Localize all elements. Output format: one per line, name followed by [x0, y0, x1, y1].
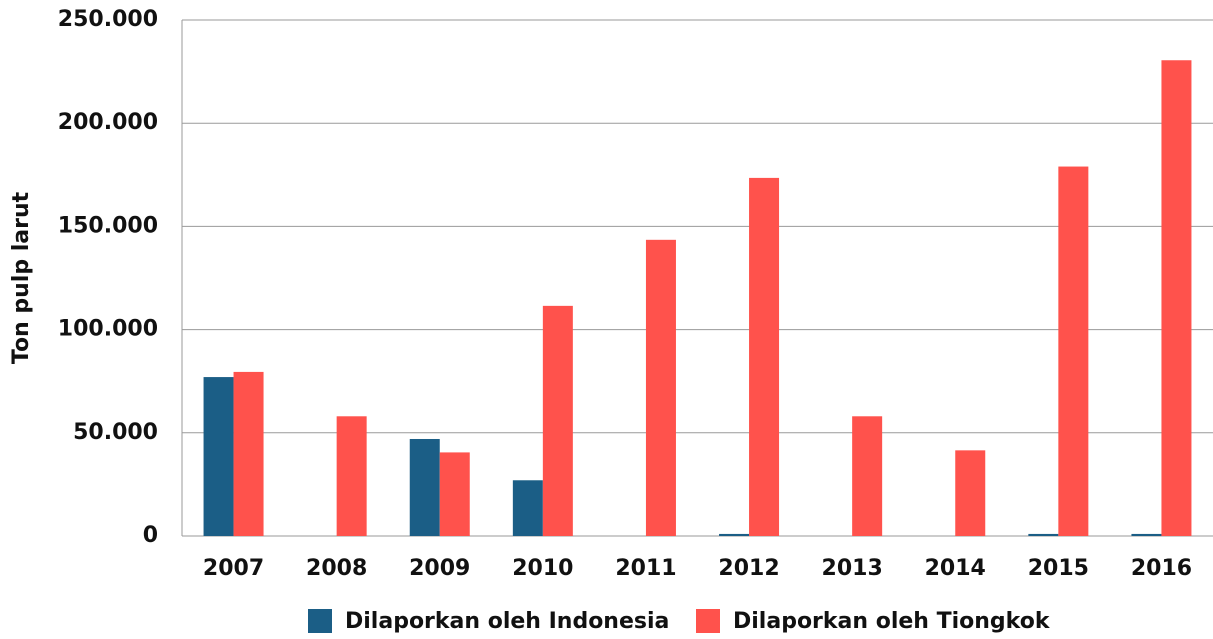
x-tick-label: 2015: [1028, 556, 1089, 581]
x-tick-label: 2009: [409, 556, 470, 581]
bar: [1161, 60, 1192, 537]
bar: [336, 416, 367, 536]
x-tick-label: 2014: [925, 556, 986, 581]
y-axis-label: Ton pulp larut: [9, 191, 34, 364]
y-tick-label: 50.000: [73, 420, 158, 445]
y-tick-label: 150.000: [58, 213, 158, 238]
bar: [645, 239, 676, 537]
legend-swatch: [696, 609, 720, 633]
bar: [542, 305, 573, 536]
bar: [439, 452, 470, 536]
legend-label: Dilaporkan oleh Indonesia: [345, 609, 669, 634]
bar: [512, 480, 543, 536]
x-tick-label: 2007: [203, 556, 264, 581]
y-tick-label: 0: [143, 523, 158, 548]
x-tick-label: 2010: [512, 556, 573, 581]
bar: [203, 377, 234, 536]
y-tick-label: 250.000: [58, 7, 158, 32]
bar: [749, 177, 780, 536]
x-tick-label: 2013: [822, 556, 883, 581]
x-tick-label: 2012: [718, 556, 779, 581]
x-tick-label: 2008: [306, 556, 367, 581]
bar: [1058, 166, 1089, 536]
legend-label: Dilaporkan oleh Tiongkok: [733, 609, 1051, 634]
bar: [233, 371, 264, 536]
y-tick-label: 200.000: [58, 110, 158, 135]
bar: [1131, 533, 1162, 536]
x-tick-label: 2016: [1131, 556, 1192, 581]
bar: [719, 533, 750, 536]
bar: [1028, 533, 1059, 536]
x-tick-label: 2011: [615, 556, 676, 581]
bar: [955, 450, 986, 536]
legend-swatch: [308, 609, 332, 633]
y-tick-label: 100.000: [58, 317, 158, 342]
bar: [409, 438, 440, 536]
bar: [852, 416, 883, 536]
